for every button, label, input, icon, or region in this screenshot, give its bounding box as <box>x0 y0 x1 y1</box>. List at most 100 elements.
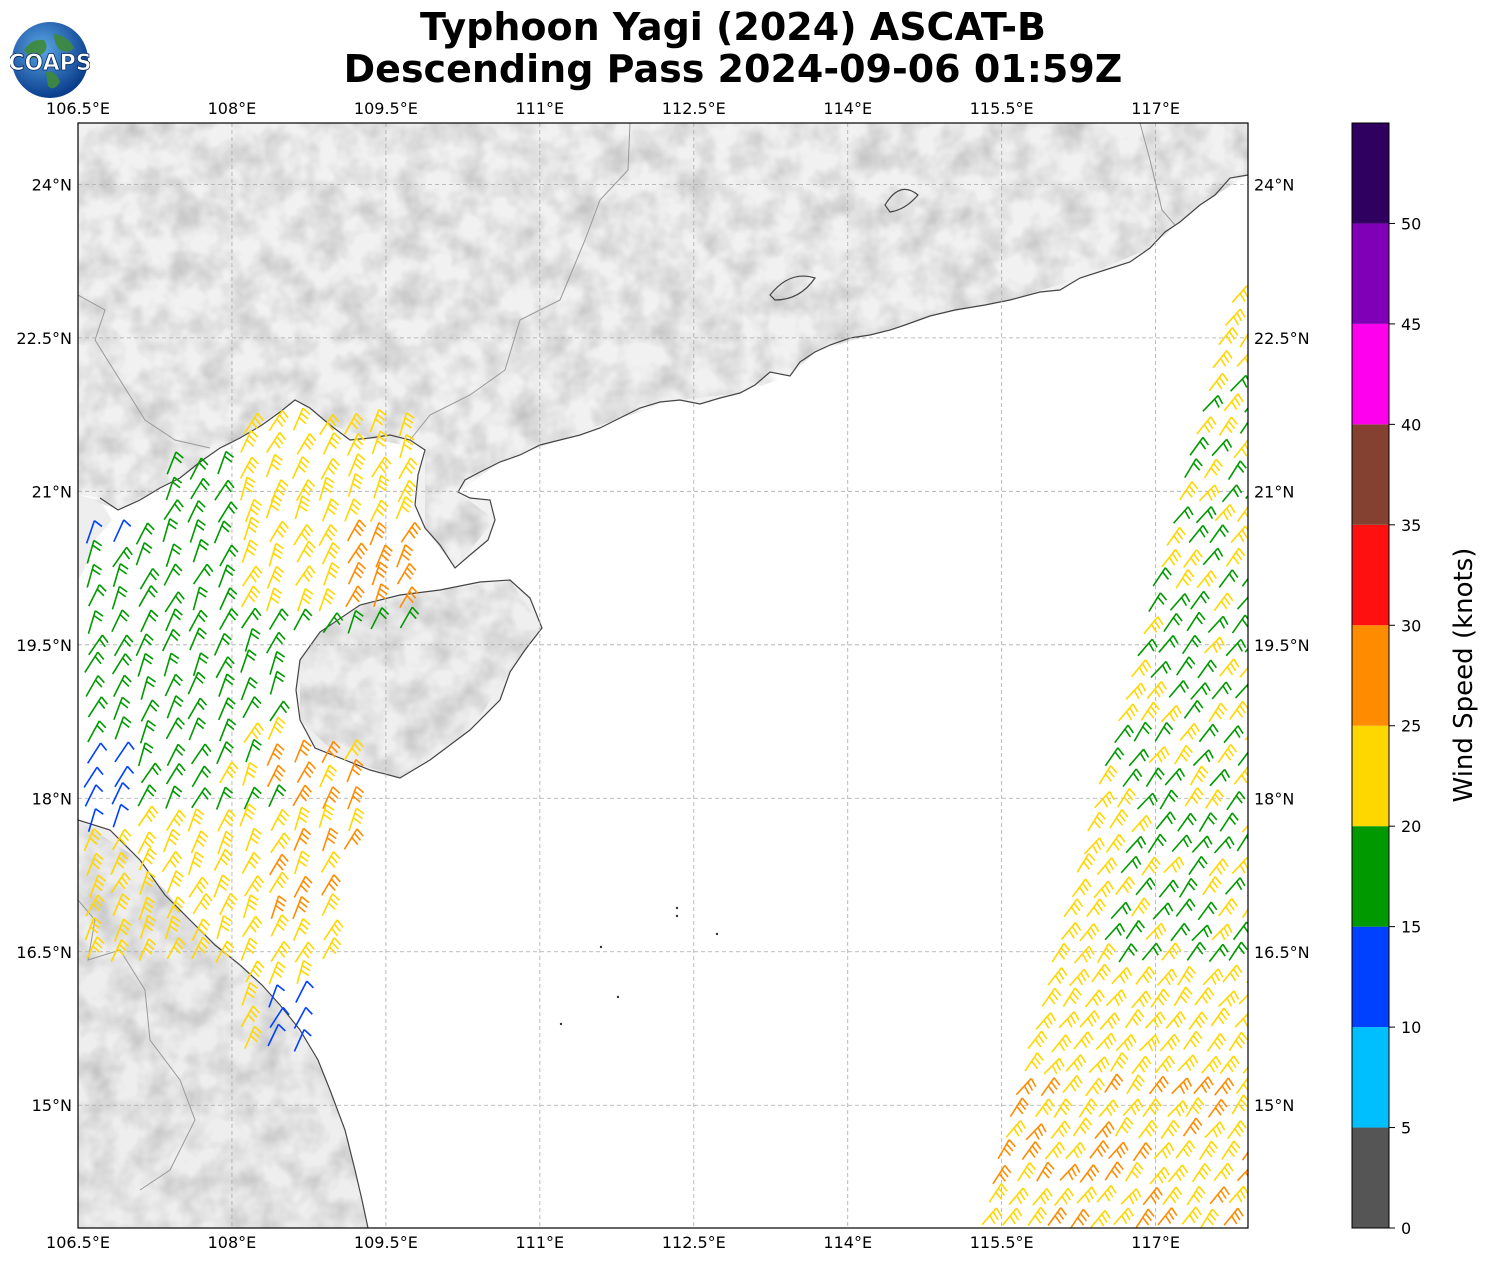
colorbar-tick-label: 25 <box>1401 717 1421 736</box>
wind-barb <box>1104 922 1126 941</box>
lat-tick-label-left: 22.5°N <box>16 329 72 348</box>
wind-barb <box>1118 703 1139 722</box>
wind-barb <box>346 519 367 542</box>
wind-barb <box>1139 1034 1161 1052</box>
wind-barb <box>1159 1033 1181 1052</box>
wind-barb <box>1155 811 1177 830</box>
lon-tick-label-bottom: 111°E <box>516 1233 565 1252</box>
wind-barb <box>1108 1141 1129 1160</box>
wind-barb <box>1115 1034 1137 1052</box>
wind-barb <box>1167 1164 1189 1183</box>
wind-barb <box>1218 569 1239 588</box>
wind-barb <box>1208 858 1229 877</box>
wind-barb <box>268 542 285 567</box>
colorbar-bin <box>1352 323 1389 425</box>
map-title-line2: Descending Pass 2024-09-06 01:59Z <box>343 47 1123 91</box>
wind-barb <box>269 700 290 722</box>
wind-barb <box>1198 1140 1219 1161</box>
wind-barb <box>1111 966 1133 985</box>
wind-barb <box>85 675 105 697</box>
wind-barb <box>1170 922 1191 942</box>
colorbar-bin <box>1352 1027 1389 1128</box>
wind-barb <box>245 960 265 983</box>
wind-barb <box>1163 612 1183 633</box>
wind-barb <box>85 894 105 917</box>
wind-barb <box>1200 1208 1219 1228</box>
wind-barb <box>1239 666 1248 678</box>
wind-barb <box>111 585 128 610</box>
wind-barb <box>215 656 235 679</box>
wind-barb <box>319 764 338 788</box>
wind-barb <box>265 631 286 654</box>
wind-barb <box>371 430 389 455</box>
lon-tick-label-top: 115.5°E <box>970 99 1034 118</box>
lon-tick-label-top: 111°E <box>516 99 565 118</box>
wind-barb <box>1109 1052 1129 1072</box>
lon-tick-label-bottom: 108°E <box>208 1233 257 1252</box>
wind-barb <box>1150 660 1172 678</box>
wind-barb <box>138 847 157 871</box>
wind-barb <box>988 1183 1008 1203</box>
wind-barb <box>219 761 239 784</box>
wind-barb <box>112 803 129 828</box>
wind-barb <box>1051 1034 1072 1053</box>
colorbar-bin <box>1352 123 1389 224</box>
wind-barb <box>1131 814 1152 833</box>
wind-barbs-layer <box>83 285 1248 1228</box>
wind-barb <box>1171 834 1193 853</box>
wind-barb <box>347 786 365 810</box>
wind-barb <box>165 785 183 809</box>
wind-barb <box>1035 1012 1057 1030</box>
lon-tick-label-top: 109.5°E <box>354 99 418 118</box>
wind-barb <box>1070 1208 1090 1228</box>
wind-barb <box>1169 593 1191 611</box>
wind-barb <box>1228 941 1248 961</box>
wind-barb <box>343 739 364 761</box>
wind-barb <box>1212 350 1233 369</box>
wind-barb <box>1154 1055 1175 1074</box>
wind-barb <box>1009 1097 1029 1118</box>
wind-barb <box>1130 897 1151 917</box>
wind-barb <box>1027 1030 1048 1050</box>
wind-barb <box>1120 1188 1142 1205</box>
wind-barb <box>1201 1055 1222 1074</box>
wind-barb <box>1190 590 1210 610</box>
wind-barb <box>163 563 183 586</box>
wind-barb <box>1113 1207 1134 1226</box>
wind-barb <box>396 562 417 585</box>
land-gulf-west <box>78 495 112 580</box>
wind-barb <box>1168 680 1190 698</box>
wind-barb <box>1141 856 1161 876</box>
wind-barb <box>219 608 239 630</box>
wind-barb <box>191 918 211 941</box>
wind-barb <box>1247 1225 1248 1228</box>
lat-tick-label-left: 19.5°N <box>16 636 72 655</box>
wind-barb <box>1193 1076 1214 1095</box>
wind-barb <box>1138 1119 1159 1139</box>
wind-barb <box>112 893 131 917</box>
wind-barb <box>110 872 131 894</box>
wind-barb <box>1188 1011 1208 1031</box>
wind-barb <box>1125 835 1147 854</box>
wind-barb <box>1236 596 1248 610</box>
wind-barb <box>1040 1077 1061 1097</box>
wind-barb <box>1219 658 1240 677</box>
wind-barb <box>192 893 213 915</box>
wind-barb <box>1186 941 1207 961</box>
wind-barb <box>164 915 181 940</box>
wind-barb <box>1223 725 1244 744</box>
wind-barb <box>268 608 289 630</box>
wind-barb <box>396 544 414 568</box>
colorbar-title: Wind Speed (knots) <box>1449 548 1479 803</box>
wind-barb <box>294 739 312 763</box>
globe-logo-icon: COAPS <box>10 22 90 98</box>
wind-barb <box>269 670 286 695</box>
wind-barb <box>1239 420 1248 434</box>
wind-barb <box>1228 1031 1248 1052</box>
wind-barb <box>321 541 341 565</box>
lat-tick-label-right: 15°N <box>1254 1096 1294 1115</box>
wind-barb <box>1225 308 1246 327</box>
wind-barb <box>399 606 420 629</box>
colorbar: 0 5 10 15 20 25 30 35 40 45 50 <box>1351 122 1421 1238</box>
wind-barb <box>1225 638 1247 657</box>
